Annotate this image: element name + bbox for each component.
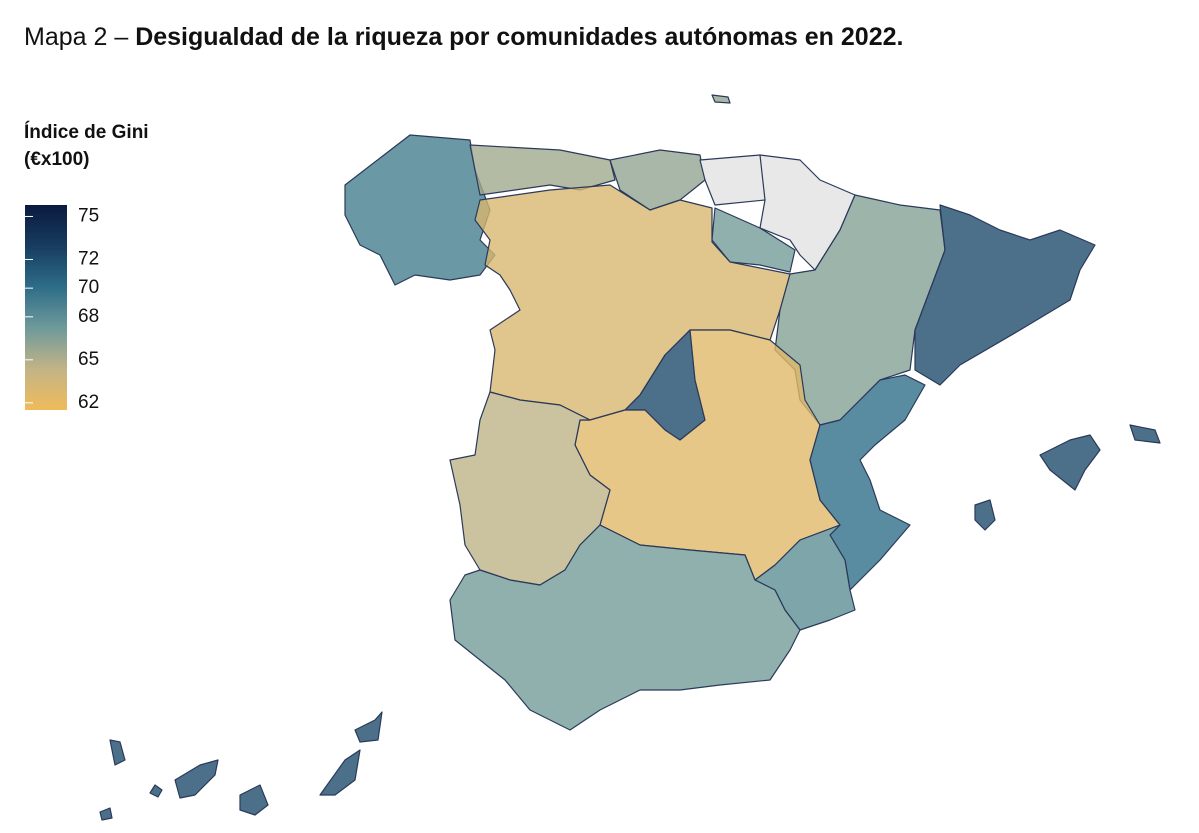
title-prefix: Mapa 2 – — [24, 23, 135, 51]
region — [449, 524, 801, 731]
legend-tick-label: 68 — [78, 306, 99, 327]
region — [914, 204, 1096, 386]
region — [609, 94, 731, 211]
title: Mapa 2 – Desigualdad de la riqueza por c… — [24, 23, 903, 51]
title-main: Desigualdad de la riqueza por comunidade… — [135, 23, 903, 51]
region — [99, 711, 383, 821]
legend-tick-label: 65 — [78, 349, 99, 370]
region — [699, 154, 771, 206]
legend-subtitle: (€x100) — [24, 149, 90, 170]
region — [711, 207, 796, 273]
region — [469, 144, 616, 196]
region — [974, 424, 1161, 531]
legend-title: Índice de Gini — [24, 121, 149, 143]
legend-tick-label: 62 — [78, 392, 99, 413]
map — [99, 94, 1161, 821]
legend-tick-label: 70 — [78, 277, 99, 298]
legend-tick-label: 75 — [78, 205, 99, 226]
color-bar — [25, 205, 67, 410]
legend-tick-label: 72 — [78, 248, 99, 269]
